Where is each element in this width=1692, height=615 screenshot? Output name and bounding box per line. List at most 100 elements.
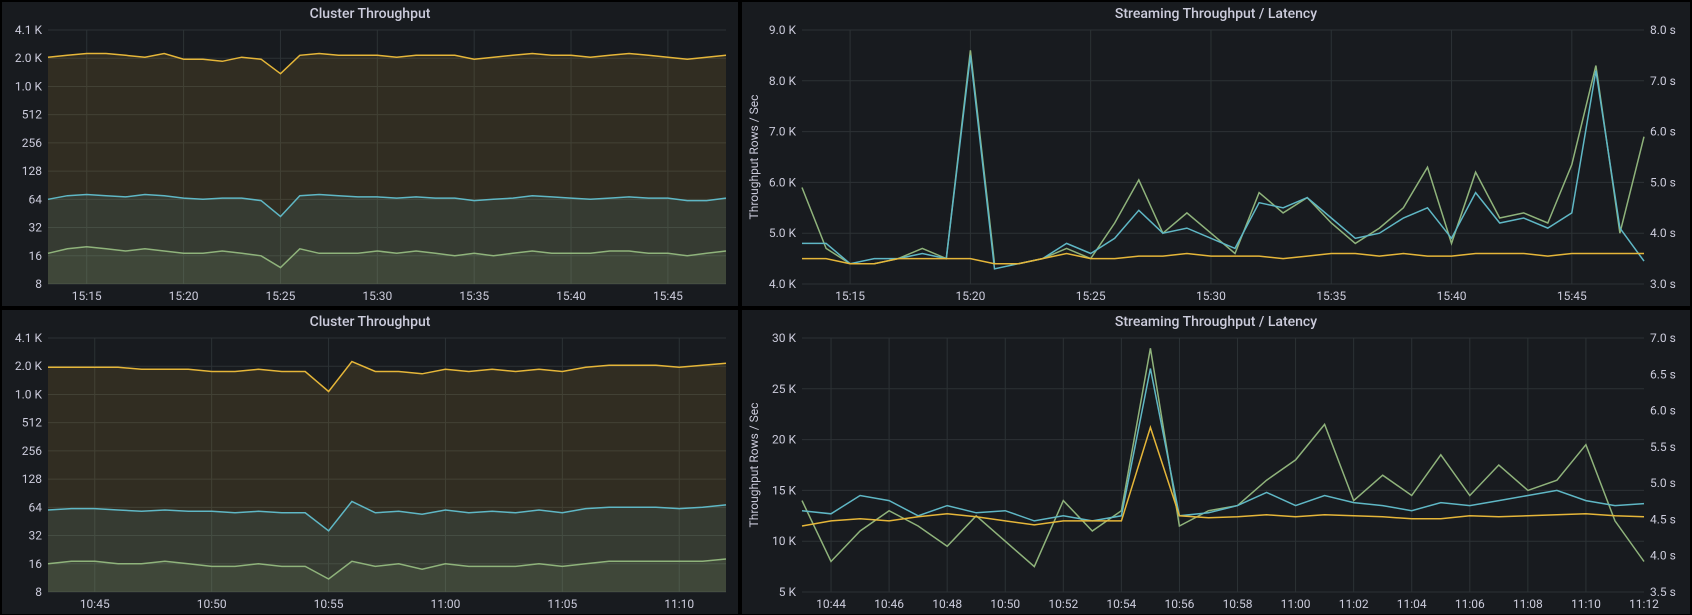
- x-tick-label: 11:02: [1339, 597, 1369, 611]
- y-tick-label: 16: [29, 557, 43, 571]
- y2-tick-label: 4.0 s: [1650, 549, 1676, 563]
- y-tick-label: 2.0 K: [15, 51, 43, 65]
- x-tick-label: 15:40: [556, 289, 586, 303]
- x-tick-label: 11:06: [1455, 597, 1485, 611]
- y-tick-label: 16: [29, 249, 43, 263]
- x-tick-label: 15:25: [266, 289, 296, 303]
- x-tick-label: 11:08: [1513, 597, 1543, 611]
- x-tick-label: 10:54: [1106, 597, 1136, 611]
- x-tick-label: 15:20: [169, 289, 199, 303]
- x-tick-label: 10:50: [197, 597, 227, 611]
- y-tick-label: 5 K: [779, 585, 797, 599]
- x-tick-label: 10:45: [80, 597, 110, 611]
- panel-stream-bot[interactable]: Streaming Throughput / Latency 5 K 10 K 15…: [742, 310, 1690, 614]
- x-tick-label: 15:15: [72, 289, 102, 303]
- y-tick-label: 25 K: [772, 382, 796, 396]
- chart-cluster-bot: 8 16 32 64 128 256 512 1.0 K 2.0 K 4.1 K 10:45 10:5…: [2, 332, 738, 614]
- x-tick-label: 15:35: [459, 289, 489, 303]
- x-tick-label: 10:52: [1048, 597, 1078, 611]
- x-tick-label: 10:58: [1223, 597, 1253, 611]
- y2-tick-label: 7.0 s: [1650, 332, 1676, 345]
- y2-tick-label: 4.5 s: [1650, 512, 1676, 526]
- x-tick-label: 11:00: [1281, 597, 1311, 611]
- y-tick-label: 128: [22, 164, 42, 178]
- y2-tick-label: 6.5 s: [1650, 367, 1676, 381]
- dashboard-grid: Cluster Throughput 8 16 32 64 128 256 512 1.0 K…: [2, 2, 1690, 614]
- x-tick-label: 11:05: [547, 597, 577, 611]
- x-tick-label: 10:44: [816, 597, 846, 611]
- x-tick-label: 15:45: [653, 289, 683, 303]
- x-tick-label: 11:10: [664, 597, 694, 611]
- x-tick-label: 15:30: [1196, 289, 1226, 303]
- panel-title: Cluster Throughput: [2, 2, 738, 24]
- y-tick-label: 4.1 K: [15, 332, 43, 345]
- y-tick-label: 8: [35, 585, 42, 599]
- y-tick-label: 2.0 K: [15, 359, 43, 373]
- y-tick-label: 512: [22, 416, 42, 430]
- y-tick-label: 8.0 K: [769, 74, 797, 88]
- x-tick-label: 15:45: [1557, 289, 1587, 303]
- x-tick-label: 15:15: [835, 289, 865, 303]
- y-tick-label: 64: [29, 192, 43, 206]
- chart-cluster-top: 8 16 32 64 128 256 512 1.0 K 2.0 K 4.1 K 15:15 15:2…: [2, 24, 738, 306]
- panel-title: Streaming Throughput / Latency: [742, 310, 1690, 332]
- y-tick-label: 30 K: [772, 332, 796, 345]
- chart-stream-bot: 5 K10 K15 K20 K25 K30 K3.5 s4.0 s4.5 s5.…: [742, 332, 1690, 614]
- x-tick-label: 11:00: [431, 597, 461, 611]
- x-tick-label: 11:10: [1571, 597, 1601, 611]
- x-tick-label: 11:12: [1629, 597, 1659, 611]
- x-tick-label: 10:56: [1165, 597, 1195, 611]
- y-tick-label: 5.0 K: [769, 226, 797, 240]
- y-tick-label: 7.0 K: [769, 125, 797, 139]
- y-tick-label: 20 K: [772, 433, 796, 447]
- y-tick-label: 15 K: [772, 483, 796, 497]
- y-tick-label: 4.0 K: [769, 277, 797, 291]
- x-tick-label: 15:25: [1076, 289, 1106, 303]
- x-tick-label: 10:46: [874, 597, 904, 611]
- y2-tick-label: 3.0 s: [1650, 277, 1676, 291]
- panel-title: Cluster Throughput: [2, 310, 738, 332]
- x-tick-label: 10:55: [314, 597, 344, 611]
- y-tick-label: 10 K: [772, 534, 796, 548]
- panel-stream-top[interactable]: Streaming Throughput / Latency 4.0 K 5.0 …: [742, 2, 1690, 306]
- y-tick-label: 1.0 K: [15, 79, 43, 93]
- y-tick-label: 9.0 K: [769, 24, 797, 37]
- chart-stream-top: 4.0 K 5.0 K 6.0 K 7.0 K 8.0 K 9.0 K 3.0 s 4.0 s…: [742, 24, 1690, 306]
- y-tick-label: 1.0 K: [15, 387, 43, 401]
- y2-tick-label: 5.0 s: [1650, 476, 1676, 490]
- series-line: [802, 369, 1644, 521]
- y-tick-label: 6.0 K: [769, 175, 797, 189]
- y-tick-label: 256: [22, 444, 42, 458]
- y2-tick-label: 5.0 s: [1650, 175, 1676, 189]
- y-axis-label: Throughput Rows / Sec: [747, 95, 761, 220]
- x-tick-label: 11:04: [1397, 597, 1427, 611]
- series-line: [802, 50, 1644, 263]
- panel-cluster-bot[interactable]: Cluster Throughput 8 16 32 64 128 256 512 1.0 K…: [2, 310, 738, 614]
- x-tick-label: 15:30: [362, 289, 392, 303]
- y2-tick-label: 5.5 s: [1650, 440, 1676, 454]
- x-tick-label: 15:20: [955, 289, 985, 303]
- y-tick-label: 32: [29, 221, 43, 235]
- y-tick-label: 256: [22, 136, 42, 150]
- panel-title: Streaming Throughput / Latency: [742, 2, 1690, 24]
- series-line: [802, 348, 1644, 566]
- y2-tick-label: 4.0 s: [1650, 226, 1676, 240]
- x-tick-label: 15:40: [1437, 289, 1467, 303]
- series-line: [802, 427, 1644, 526]
- x-tick-label: 15:35: [1316, 289, 1346, 303]
- y2-tick-label: 6.0 s: [1650, 404, 1676, 418]
- y-tick-label: 512: [22, 108, 42, 122]
- y2-tick-label: 7.0 s: [1650, 74, 1676, 88]
- y2-tick-label: 6.0 s: [1650, 125, 1676, 139]
- x-tick-label: 10:50: [990, 597, 1020, 611]
- y-tick-label: 8: [35, 277, 42, 291]
- y2-tick-label: 8.0 s: [1650, 24, 1676, 37]
- y-tick-label: 4.1 K: [15, 24, 43, 37]
- y-tick-label: 128: [22, 472, 42, 486]
- panel-cluster-top[interactable]: Cluster Throughput 8 16 32 64 128 256 512 1.0 K…: [2, 2, 738, 306]
- y-tick-label: 64: [29, 500, 43, 514]
- y-axis-label: Throughput Rows / Sec: [747, 403, 761, 528]
- series-line: [802, 55, 1644, 268]
- y-tick-label: 32: [29, 529, 43, 543]
- x-tick-label: 10:48: [932, 597, 962, 611]
